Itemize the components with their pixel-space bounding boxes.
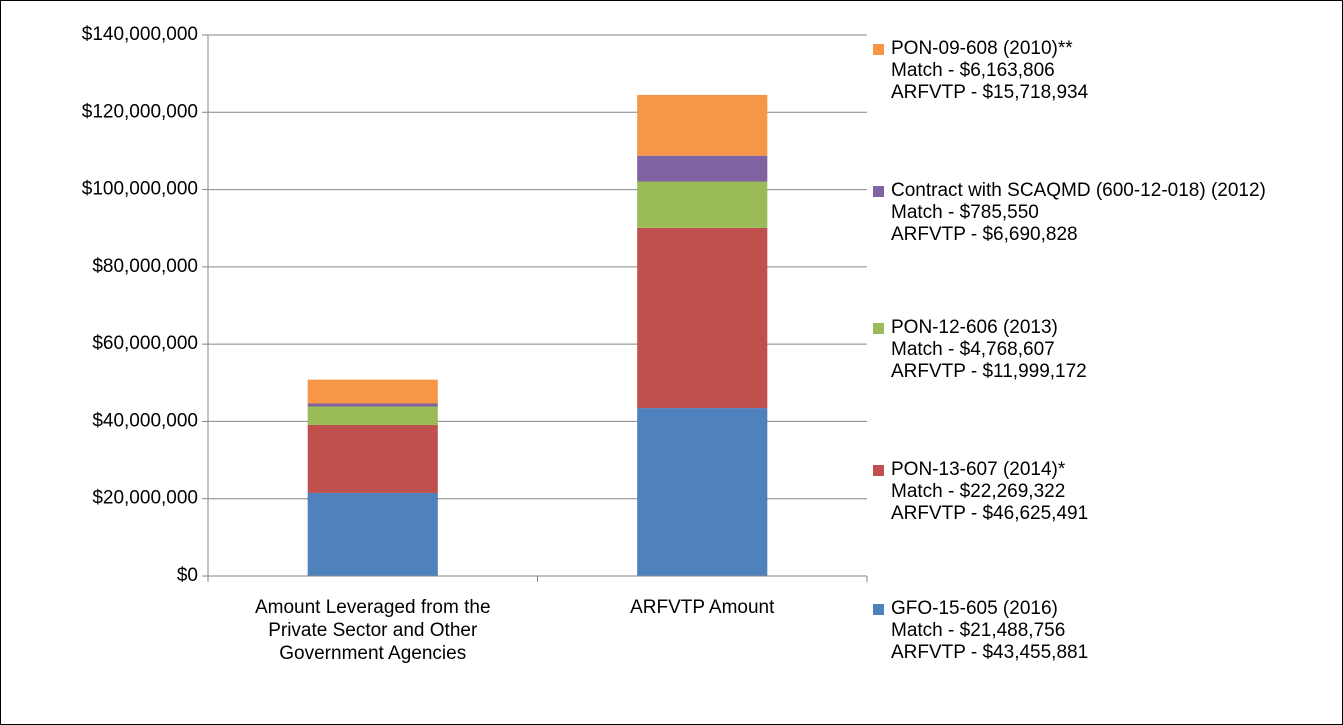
legend-text: PON-12-606 (2013) Match - $4,768,607 ARFVT… [891,317,1321,383]
x-tick-label: ARFVTP Amount [630,597,775,618]
bar-segment [637,408,768,576]
legend-detail: ARFVTP - $15,718,934 [891,82,1089,103]
legend-swatch [873,186,884,197]
legend-swatch [873,44,884,55]
y-tick-label: $100,000,000 [82,179,198,200]
legend-text: GFO-15-605 (2016) Match - $21,488,756 ARFV… [891,598,1321,664]
legend-detail: Match - $6,163,806 [891,60,1055,81]
legend-name: PON-13-607 (2014)* [891,459,1066,480]
x-tick-label: Amount Leveraged from the Private Sector… [254,597,491,664]
bar-segment [637,94,768,156]
legend-detail: ARFVTP - $46,625,491 [891,503,1089,524]
legend-entry: PON-09-608 (2010)** Match - $6,163,806 ARF… [873,38,1328,104]
bar-segment [637,227,768,409]
legend-swatch [873,323,884,334]
y-tick-label: $60,000,000 [92,333,198,354]
bar-segment [307,492,438,576]
bar-segment [637,155,768,182]
legend-swatch [873,604,884,615]
legend-detail: ARFVTP - $6,690,828 [891,224,1078,245]
legend-detail: ARFVTP - $11,999,172 [891,361,1087,382]
y-tick-label: $20,000,000 [92,488,198,509]
legend-text: PON-09-608 (2010)** Match - $6,163,806 ARF… [891,38,1321,104]
legend-entry: PON-13-607 (2014)* Match - $22,269,322 ARF… [873,459,1328,525]
y-tick-label: $0 [177,565,198,586]
y-tick-label: $40,000,000 [92,410,198,431]
legend-name: PON-09-608 (2010)** [891,38,1073,59]
y-tick-label: $80,000,000 [92,256,198,277]
legend-detail: Match - $785,550 [891,202,1039,223]
bar-segment [307,403,438,407]
y-tick-label: $120,000,000 [82,101,198,122]
legend-entry: PON-12-606 (2013) Match - $4,768,607 ARFVT… [873,317,1328,383]
legend-entry: Contract with SCAQMD (600-12-018) (2012)… [873,180,1328,246]
bar-segment [307,379,438,404]
legend-name: GFO-15-605 (2016) [891,598,1058,619]
bar-segment [307,406,438,425]
bar-segment [307,424,438,493]
legend-swatch [873,465,884,476]
legend-detail: Match - $22,269,322 [891,481,1066,502]
legend-entry: GFO-15-605 (2016) Match - $21,488,756 ARFV… [873,598,1328,664]
legend-name: Contract with SCAQMD (600-12-018) (2012) [891,180,1266,201]
legend-detail: Match - $21,488,756 [891,620,1066,641]
legend-text: Contract with SCAQMD (600-12-018) (2012)… [891,180,1321,246]
y-tick-label: $140,000,000 [82,24,198,45]
bar-segment [637,181,768,228]
legend-name: PON-12-606 (2013) [891,317,1058,338]
legend-text: PON-13-607 (2014)* Match - $22,269,322 ARF… [891,459,1321,525]
legend-detail: Match - $4,768,607 [891,339,1055,360]
legend-detail: ARFVTP - $43,455,881 [891,642,1089,663]
